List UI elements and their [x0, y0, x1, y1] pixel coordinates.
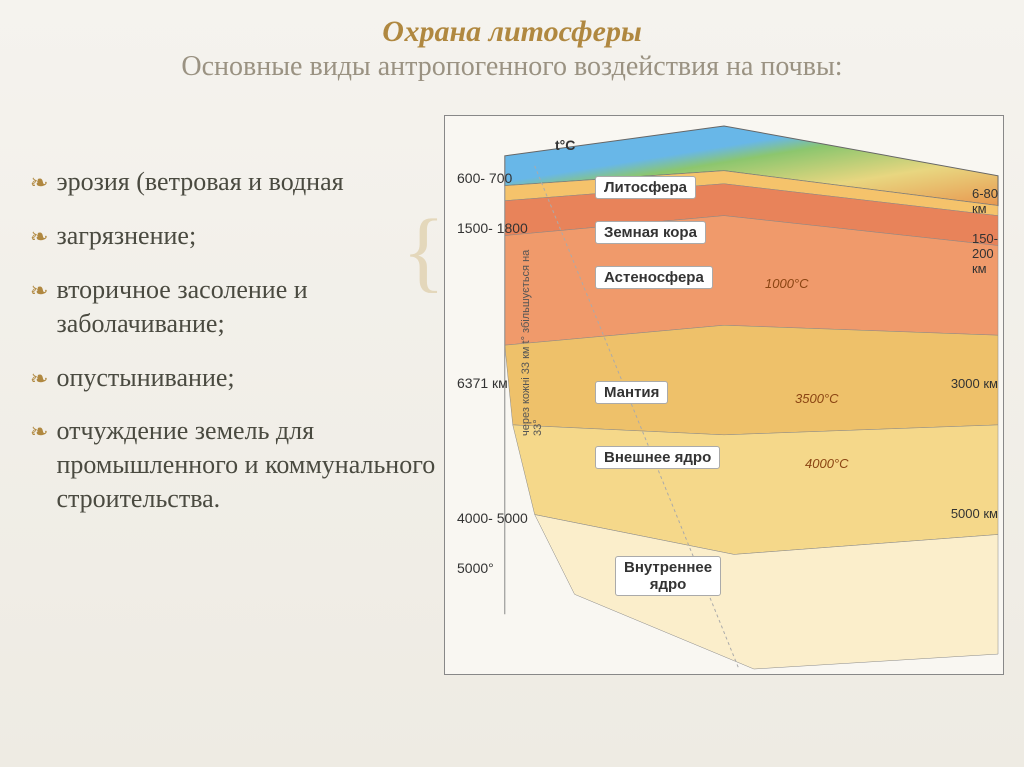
- temp-label: 4000°C: [805, 456, 849, 471]
- temp-label: 1000°C: [765, 276, 809, 291]
- distance-label: 3000 км: [951, 376, 998, 391]
- layer-label: Внутреннее ядро: [615, 556, 721, 596]
- earth-cutaway-diagram: t°C 600- 700 1500- 1800 6371 км 4000- 50…: [444, 115, 1004, 675]
- bullet-text: эрозия (ветровая и водная: [56, 165, 343, 199]
- list-item: ❧ отчуждение земель для промышленного и …: [30, 414, 444, 515]
- distance-label: 5000 км: [951, 506, 998, 521]
- bullet-icon: ❧: [30, 365, 48, 394]
- content-area: ❧ эрозия (ветровая и водная ❧ загрязнени…: [0, 95, 1024, 675]
- bullet-text: вторичное засоление и заболачивание;: [56, 273, 444, 341]
- distance-label: 150- 200 км: [972, 231, 998, 276]
- diagram-container: t°C 600- 700 1500- 1800 6371 км 4000- 50…: [444, 115, 1004, 675]
- layer-label: Внешнее ядро: [595, 446, 720, 469]
- bullet-icon: ❧: [30, 277, 48, 306]
- bullet-icon: ❧: [30, 418, 48, 447]
- mantle-layer: [505, 326, 998, 436]
- temp-header: t°C: [555, 138, 575, 153]
- bullet-list: ❧ эрозия (ветровая и водная ❧ загрязнени…: [30, 115, 444, 675]
- bullet-text: отчуждение земель для промышленного и ко…: [56, 414, 444, 515]
- depth-label: 6371 км: [457, 376, 508, 391]
- depth-label: 4000- 5000: [457, 511, 528, 526]
- bullet-text: загрязнение;: [56, 219, 196, 253]
- page-subtitle: Основные виды антропогенного воздействия…: [62, 49, 962, 85]
- list-item: ❧ загрязнение;: [30, 219, 444, 253]
- page-title: Охрана литосферы: [0, 15, 1024, 49]
- layer-label: Мантия: [595, 381, 668, 404]
- depth-label: 600- 700: [457, 171, 512, 186]
- depth-label: 1500- 1800: [457, 221, 528, 236]
- vertical-caption: через кожні 33 км t° збільшується на 33°: [520, 236, 544, 436]
- depth-label: 5000°: [457, 561, 494, 576]
- temp-label: 3500°C: [795, 391, 839, 406]
- distance-label: 6-80 км: [972, 186, 998, 216]
- decorative-bracket-icon: {: [402, 200, 445, 303]
- bullet-icon: ❧: [30, 169, 48, 198]
- list-item: ❧ вторичное засоление и заболачивание;: [30, 273, 444, 341]
- layer-label: Астеносфера: [595, 266, 713, 289]
- layer-label: Литосфера: [595, 176, 696, 199]
- list-item: ❧ эрозия (ветровая и водная: [30, 165, 444, 199]
- list-item: ❧ опустынивание;: [30, 361, 444, 395]
- layer-label: Земная кора: [595, 221, 706, 244]
- bullet-icon: ❧: [30, 223, 48, 252]
- bullet-text: опустынивание;: [56, 361, 234, 395]
